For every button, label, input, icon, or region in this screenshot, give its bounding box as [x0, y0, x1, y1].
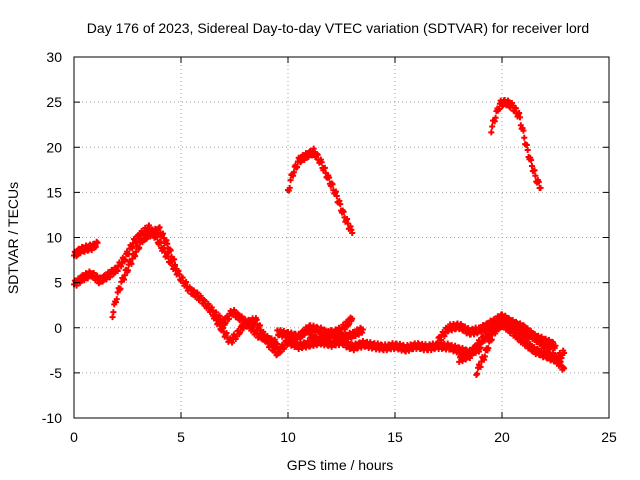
data-point [329, 181, 336, 188]
data-point [225, 315, 232, 322]
data-point [237, 329, 244, 336]
series-low-arc-c [306, 324, 366, 347]
data-point [477, 363, 484, 370]
data-point [561, 365, 568, 372]
data-point [488, 336, 495, 343]
data-point [492, 114, 499, 121]
axis-ticks [73, 56, 610, 419]
data-point [532, 172, 539, 179]
data-point [136, 244, 143, 251]
data-point [485, 345, 492, 352]
y-tick-label: 0 [54, 320, 62, 336]
data-point [167, 247, 174, 254]
data-point [531, 167, 538, 174]
series-low-arc-a [210, 312, 484, 359]
y-axis-label: SDTVAR / TECUs [5, 182, 21, 294]
data-point [516, 114, 523, 121]
data-point [537, 184, 544, 191]
chart-title: Day 176 of 2023, Sidereal Day-to-day VTE… [87, 20, 589, 36]
series-rising-arc [109, 224, 180, 321]
data-point [113, 296, 120, 303]
data-point [122, 256, 129, 263]
data-point [524, 147, 531, 154]
data-point [520, 127, 527, 134]
x-tick-label: 5 [177, 429, 185, 445]
data-point [216, 320, 223, 327]
y-tick-label: -10 [42, 410, 62, 426]
data-point [117, 285, 124, 292]
plot-area [71, 96, 568, 378]
x-tick-label: 25 [601, 429, 617, 445]
data-point [277, 348, 284, 355]
x-axis-label: GPS time / hours [287, 457, 394, 473]
data-point [471, 348, 478, 355]
series-high-arc [488, 96, 544, 192]
data-point [326, 174, 333, 181]
data-point [496, 105, 503, 112]
data-point [176, 271, 183, 278]
data-point [156, 224, 163, 231]
data-point [523, 142, 530, 149]
data-point [340, 208, 347, 215]
data-point [173, 266, 180, 273]
data-point [171, 256, 178, 263]
data-point [318, 159, 325, 166]
y-tick-label: 25 [46, 94, 62, 110]
data-point [235, 311, 242, 318]
data-point [474, 370, 481, 377]
x-tick-label: 20 [494, 429, 510, 445]
data-point [294, 163, 301, 170]
y-tick-label: 20 [46, 139, 62, 155]
x-tick-label: 10 [280, 429, 296, 445]
series-mid-arc [285, 145, 356, 236]
data-point [561, 350, 568, 357]
data-point [179, 274, 186, 281]
data-point [94, 239, 101, 246]
data-point [172, 261, 179, 268]
data-point [128, 260, 135, 267]
data-point [521, 134, 528, 141]
series-main-arc [71, 222, 281, 350]
y-tick-label: 10 [46, 230, 62, 246]
axis-tick-labels: 0 5 10 15 20 25 -10 -5 0 5 10 15 20 25 30 [42, 49, 617, 445]
data-point [535, 178, 542, 185]
series-early-arc [71, 238, 101, 260]
data-point [253, 316, 260, 323]
y-tick-label: 5 [54, 275, 62, 291]
y-tick-label: 15 [46, 184, 62, 200]
data-point [201, 298, 208, 305]
grid [74, 57, 609, 418]
data-point [337, 201, 344, 208]
data-point [488, 129, 495, 136]
data-point [222, 319, 229, 326]
data-point [359, 326, 366, 333]
data-point [125, 267, 132, 274]
data-point [528, 157, 535, 164]
data-point [314, 151, 321, 158]
data-point [333, 193, 340, 200]
y-tick-label: 30 [46, 49, 62, 65]
data-point [286, 184, 293, 191]
x-tick-label: 0 [70, 429, 78, 445]
data-point [349, 315, 356, 322]
data-point [349, 229, 356, 236]
data-point [290, 169, 297, 176]
data-point [481, 353, 488, 360]
y-tick-label: -5 [50, 365, 63, 381]
data-point [552, 342, 559, 349]
series-late-arc-c [456, 315, 559, 365]
data-point [261, 332, 268, 339]
data-point [109, 314, 116, 321]
data-point [489, 123, 496, 130]
data-point [287, 177, 294, 184]
data-point [240, 325, 247, 332]
data-point [110, 309, 117, 316]
data-point [528, 162, 535, 169]
data-point [121, 272, 128, 279]
x-tick-label: 15 [387, 429, 403, 445]
